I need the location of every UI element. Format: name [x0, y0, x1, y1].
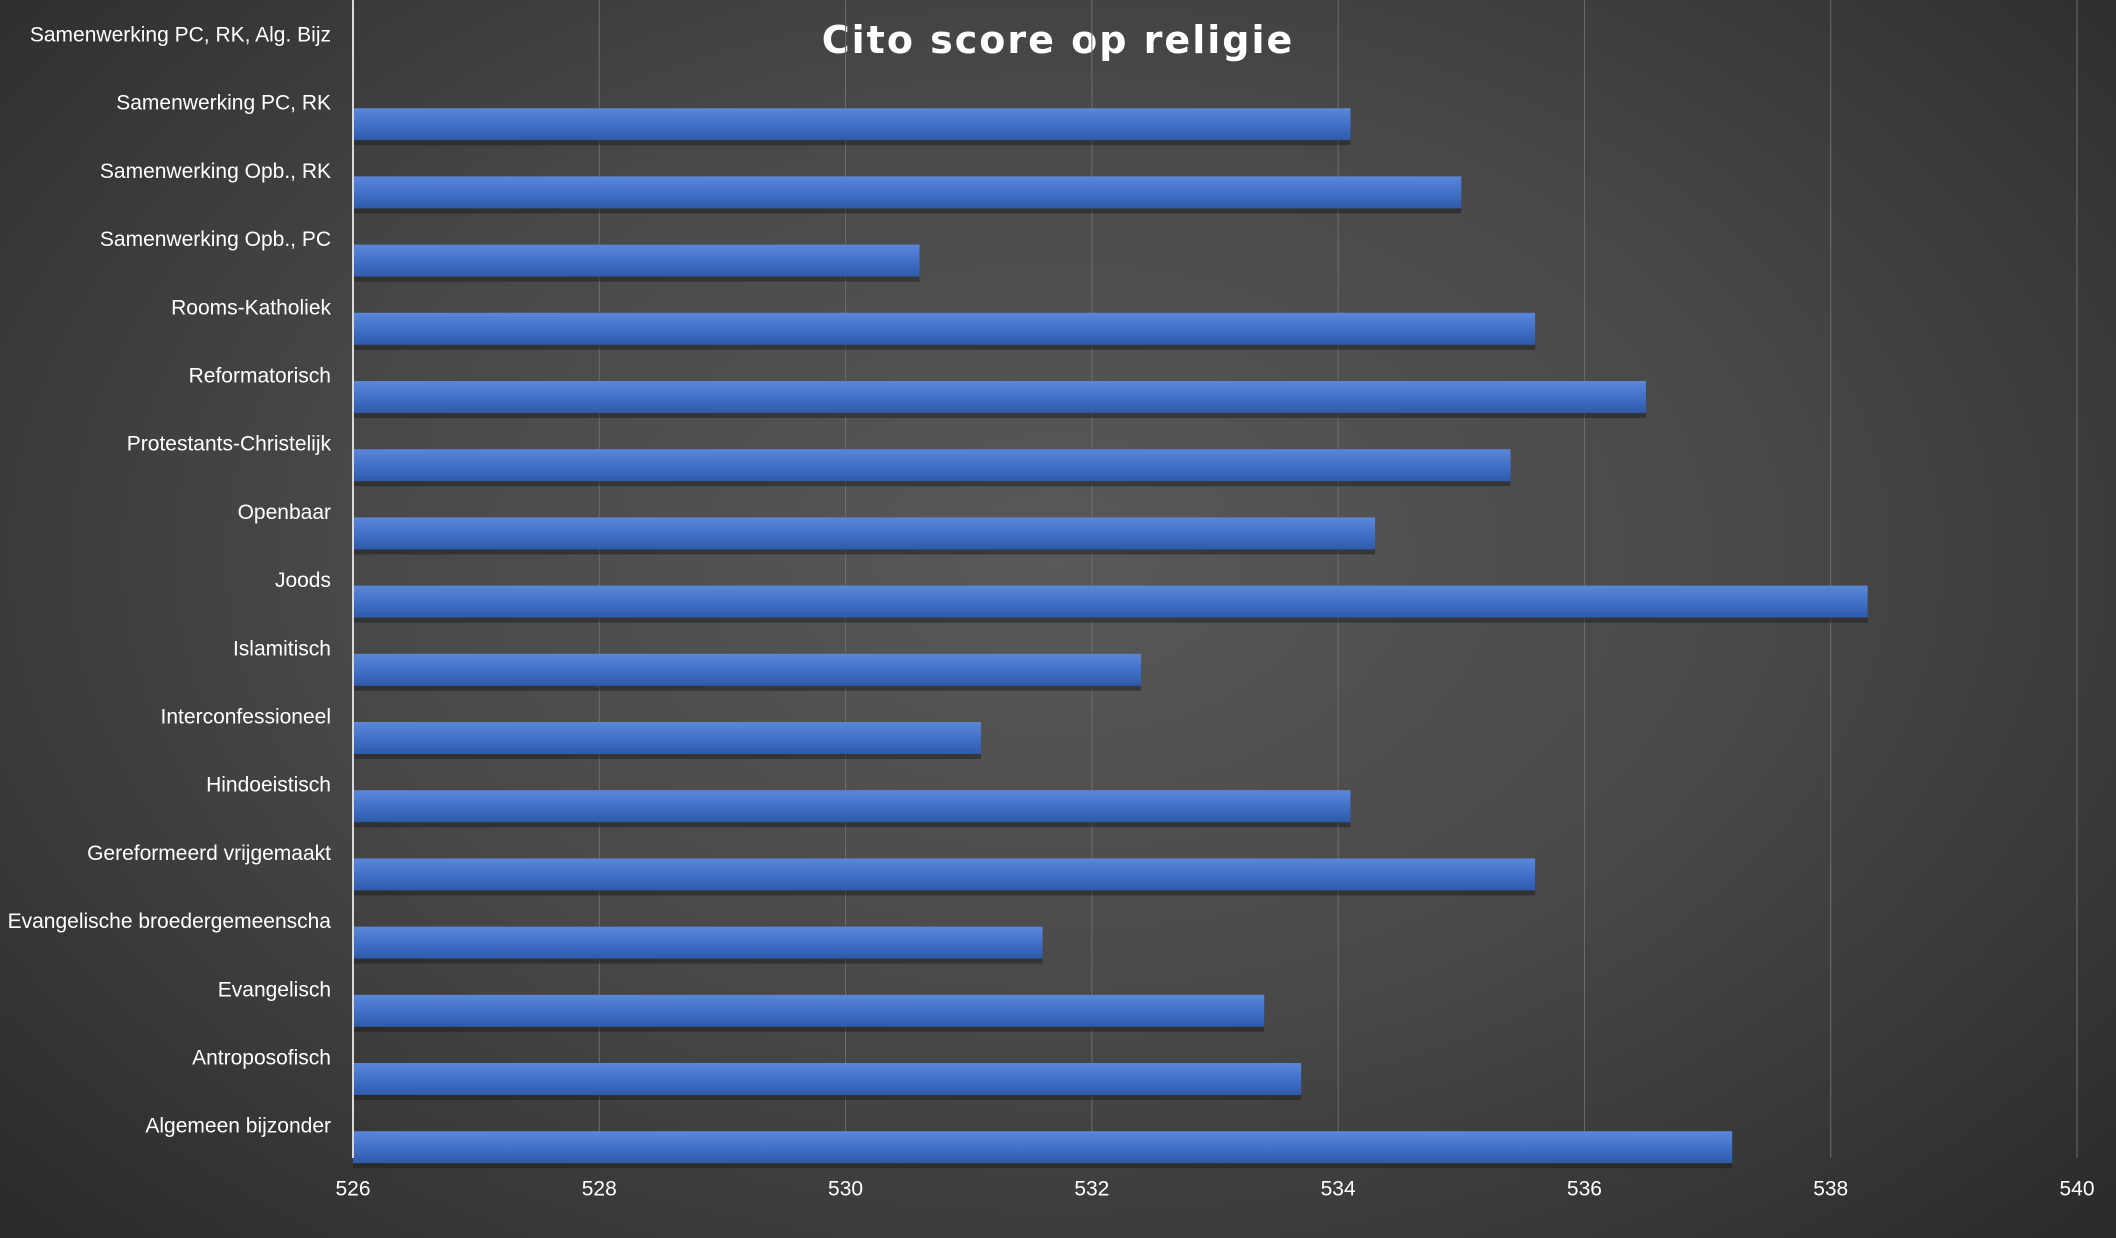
- category-label: Samenwerking Opb., PC: [100, 228, 331, 251]
- category-label: Reformatorisch: [189, 365, 331, 388]
- category-label: Samenwerking PC, RK, Alg. Bijz: [30, 24, 331, 47]
- bar: [353, 244, 920, 277]
- x-tick-label: 530: [828, 1178, 863, 1201]
- category-label: Samenwerking Opb., RK: [100, 160, 331, 183]
- category-label: Protestants-Christelijk: [127, 433, 332, 456]
- category-label: Hindoeistisch: [206, 774, 331, 797]
- category-label: Evangelisch: [218, 978, 331, 1001]
- category-label: Rooms-Katholiek: [171, 296, 331, 319]
- bar: [353, 585, 1868, 618]
- bar: [353, 1063, 1302, 1095]
- bar: [353, 858, 1536, 891]
- category-label: Evangelische broedergemeenscha: [8, 910, 332, 933]
- bar: [353, 1131, 1733, 1164]
- bar: [353, 790, 1351, 823]
- bar: [353, 994, 1265, 1027]
- category-label: Interconfessioneel: [161, 706, 331, 729]
- x-tick-label: 526: [335, 1178, 370, 1201]
- x-tick-label: 534: [1321, 1178, 1356, 1201]
- x-tick-label: 540: [2059, 1178, 2094, 1201]
- category-label: Samenwerking PC, RK: [116, 92, 331, 115]
- category-label: Joods: [275, 569, 331, 592]
- bar: [353, 108, 1351, 141]
- bar: [353, 381, 1646, 413]
- category-label: Openbaar: [238, 501, 331, 524]
- category-label: Gereformeerd vrijgemaakt: [87, 842, 331, 865]
- bar: [353, 449, 1511, 482]
- x-tick-label: 528: [582, 1178, 617, 1201]
- category-label: Islamitisch: [233, 637, 331, 660]
- bar: [353, 312, 1536, 345]
- x-tick-label: 536: [1567, 1178, 1602, 1201]
- x-tick-label: 538: [1813, 1178, 1848, 1201]
- bar: [353, 926, 1043, 959]
- chart-title: Cito score op religie: [821, 18, 1295, 62]
- category-label: Algemeen bijzonder: [145, 1115, 331, 1138]
- bar: [353, 517, 1376, 550]
- x-tick-label: 532: [1074, 1178, 1109, 1201]
- bar: [353, 176, 1462, 209]
- bar: [353, 722, 982, 754]
- category-label: Antroposofisch: [192, 1047, 331, 1070]
- bar: [353, 653, 1142, 686]
